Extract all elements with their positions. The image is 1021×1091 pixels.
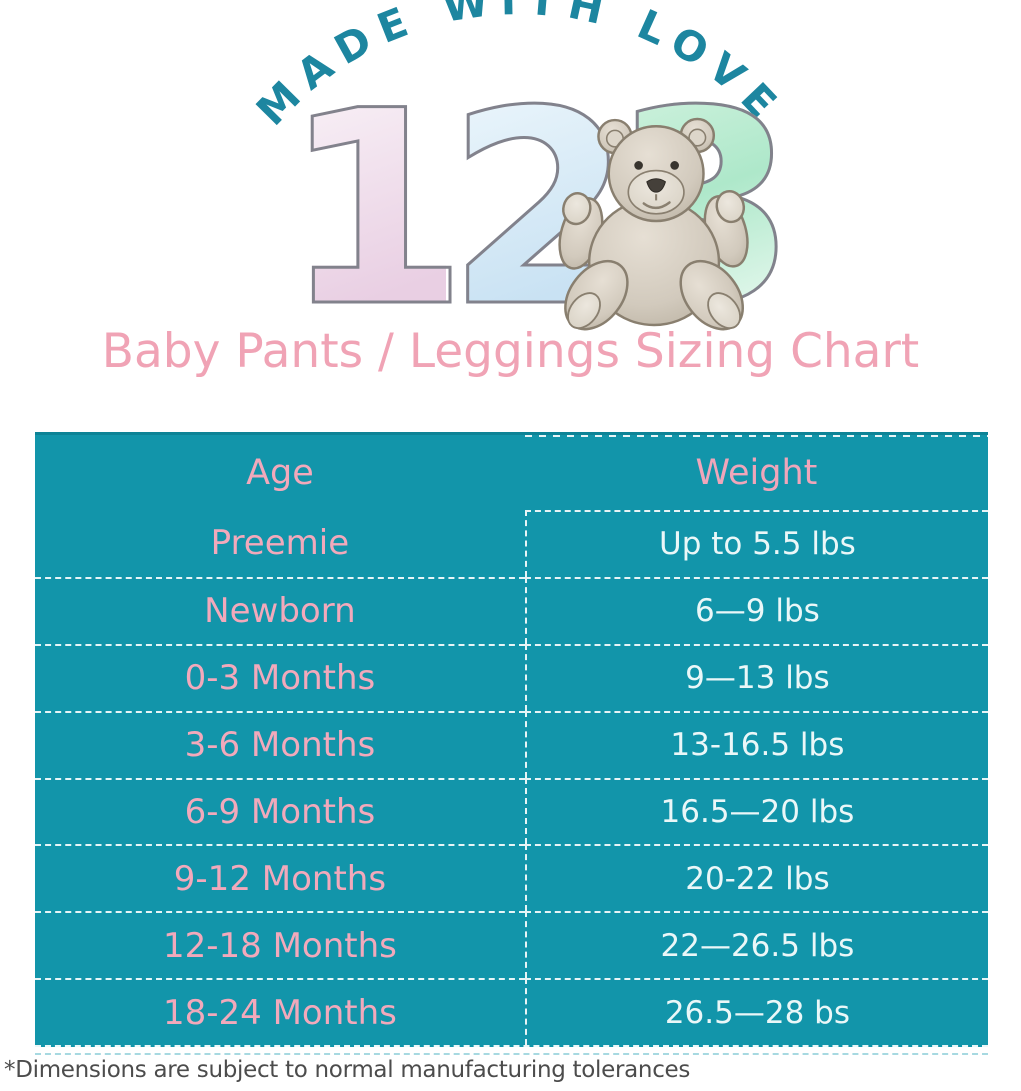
table-row-weight-6-9: 16.5—20 lbs (524, 777, 988, 845)
digit-one: 1 (280, 54, 470, 366)
age-column-header: Age (246, 452, 314, 493)
table-row-weight-preemie: Up to 5.5 lbs (524, 510, 988, 577)
sizing-table: Age Weight Preemie Up to 5.5 lbs Newborn… (35, 432, 988, 1047)
footnote: *Dimensions are subject to normal manufa… (4, 1057, 691, 1083)
teddy-bear-body-parts (558, 117, 749, 331)
table-row-age-3-6: 3-6 Months (35, 710, 525, 778)
table-row-age-12-18: 12-18 Months (35, 911, 525, 978)
page-title: Baby Pants / Leggings Sizing Chart (101, 324, 920, 379)
table-row-age-18-24: 18-24 Months (35, 978, 525, 1045)
teddy-bear-icon (549, 106, 755, 336)
table-row-weight-18-24: 26.5—28 bs (524, 978, 988, 1045)
table-row-weight-3-6: 13-16.5 lbs (524, 710, 988, 778)
table-row-age-0-3: 0-3 Months (35, 643, 525, 711)
weight-column-header: Weight (524, 435, 988, 510)
table-row-weight-0-3: 9—13 lbs (524, 643, 988, 711)
table-row-age-newborn: Newborn (35, 576, 525, 644)
table-bottom-edge (35, 1053, 988, 1055)
table-row-age-6-9: 6-9 Months (35, 777, 525, 845)
table-row-age-preemie: Preemie (210, 523, 350, 564)
table-row-age-9-12: 9-12 Months (35, 844, 525, 911)
teddy-bear-face (634, 161, 679, 210)
table-row-weight-12-18: 22—26.5 lbs (524, 911, 988, 979)
table-row-weight-newborn: 6—9 lbs (524, 576, 988, 644)
table-row-weight-9-12: 20-22 lbs (524, 844, 988, 912)
